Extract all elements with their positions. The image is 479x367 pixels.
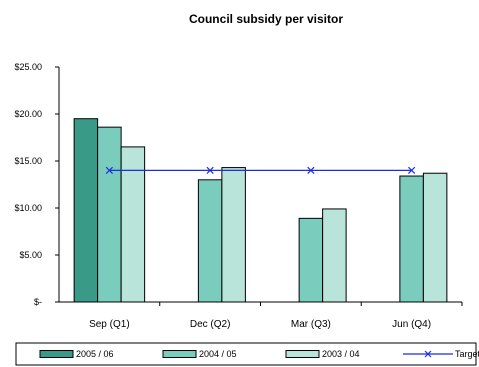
legend-marker bbox=[424, 350, 432, 358]
x-tick-label: Mar (Q3) bbox=[291, 319, 331, 330]
bar bbox=[399, 175, 424, 303]
x-tick-label: Jun (Q4) bbox=[392, 319, 431, 330]
target-point bbox=[206, 166, 214, 175]
y-tick-label: $5.00 bbox=[19, 250, 42, 260]
legend-swatch bbox=[285, 350, 320, 358]
y-tick-label: $10.00 bbox=[14, 203, 42, 213]
legend-label: 2004 / 05 bbox=[199, 349, 237, 359]
bar bbox=[73, 118, 99, 303]
chart-title: Council subsidy per visitor bbox=[189, 12, 343, 26]
bar bbox=[322, 208, 347, 303]
legend-label: 2005 / 06 bbox=[76, 349, 114, 359]
legend-swatch bbox=[39, 350, 74, 358]
legend-label: 2003 / 04 bbox=[322, 349, 360, 359]
legend-label: Target bbox=[455, 349, 479, 359]
y-tick-label: $20.00 bbox=[14, 109, 42, 119]
legend-swatch bbox=[162, 350, 197, 358]
bar bbox=[197, 179, 223, 303]
y-tick-label: $15.00 bbox=[14, 156, 42, 166]
y-tick-label: $- bbox=[34, 297, 42, 307]
bar bbox=[120, 146, 146, 303]
target-point bbox=[408, 166, 416, 175]
x-tick-label: Sep (Q1) bbox=[89, 319, 130, 330]
bar bbox=[298, 217, 324, 303]
target-point bbox=[105, 166, 113, 175]
y-tick-label: $25.00 bbox=[14, 62, 42, 72]
target-point bbox=[307, 166, 315, 175]
bar bbox=[221, 167, 246, 303]
bar bbox=[97, 126, 122, 303]
legend-box bbox=[15, 342, 477, 366]
bar bbox=[422, 172, 448, 303]
x-tick-label: Dec (Q2) bbox=[190, 319, 231, 330]
